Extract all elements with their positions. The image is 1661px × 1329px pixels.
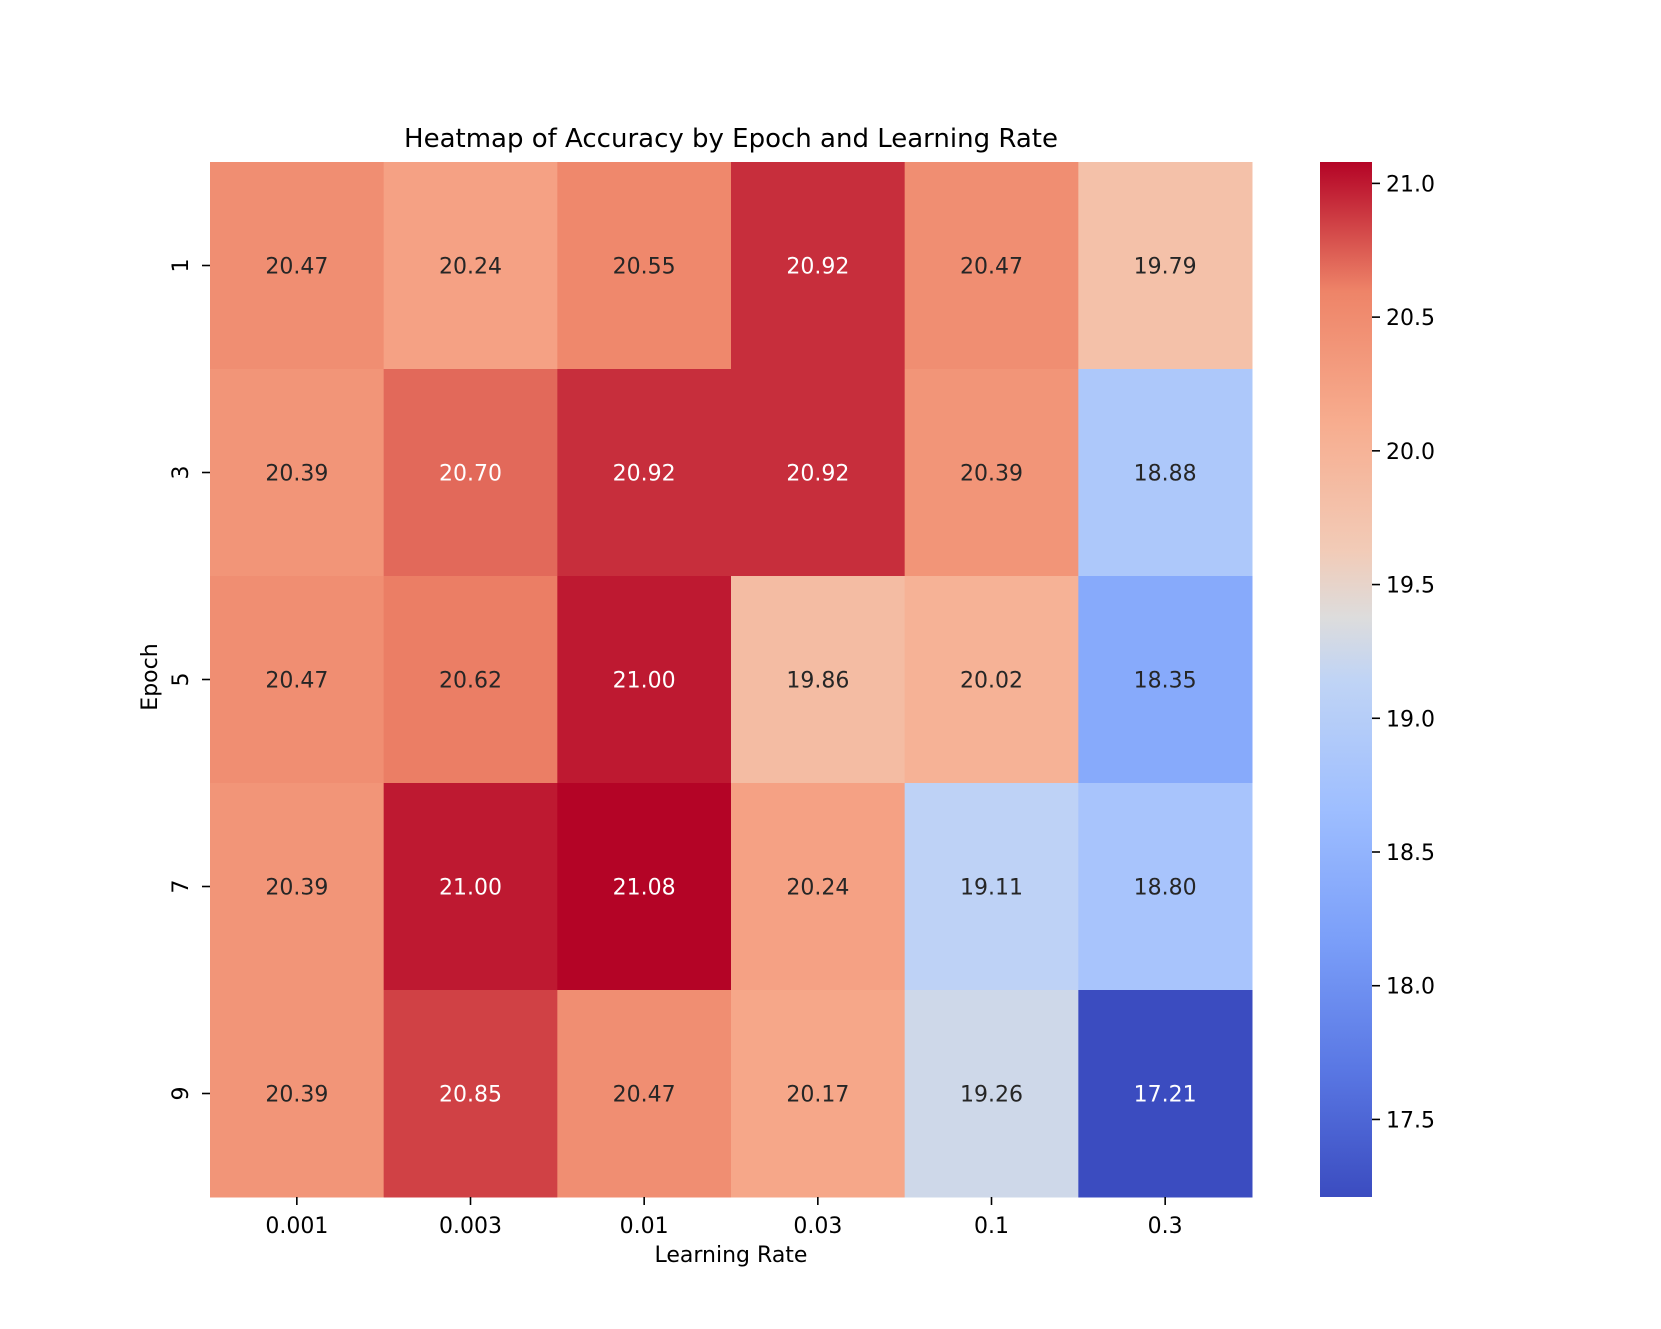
heatmap-cell xyxy=(1078,576,1253,784)
heatmap-cell xyxy=(210,369,385,577)
heatmap-cell xyxy=(383,783,558,991)
heatmap-cell xyxy=(557,576,732,784)
heatmap-cell xyxy=(904,162,1079,370)
x-tick-label: 0.1 xyxy=(974,1214,1009,1239)
heatmap-cell xyxy=(904,576,1079,784)
heatmap-cell xyxy=(383,990,558,1198)
y-tick-label: 1 xyxy=(169,259,194,273)
colorbar-ticks: 17.5 18.0 18.5 19.0 19.5 20.0 20.5 21.0 xyxy=(1372,172,1435,1133)
heatmap-cell xyxy=(210,990,385,1198)
cell-value-label: 20.39 xyxy=(265,462,328,487)
cell-value-label: 18.80 xyxy=(1134,876,1197,901)
heatmap-cell xyxy=(557,162,732,370)
cell-value-label: 19.11 xyxy=(960,876,1023,901)
heatmap-cell xyxy=(904,369,1079,577)
cell-value-label: 20.39 xyxy=(265,876,328,901)
cell-value-label: 21.00 xyxy=(613,669,676,694)
heatmap-cell xyxy=(210,783,385,991)
heatmap-cell-labels: 20.47 20.24 20.55 20.92 20.47 19.79 20.39 20.70… xyxy=(265,255,1196,1108)
heatmap-cell xyxy=(904,783,1079,991)
colorbar-tick-label: 20.5 xyxy=(1386,306,1435,331)
cell-value-label: 20.70 xyxy=(439,462,502,487)
heatmap-cell xyxy=(1078,162,1253,370)
colorbar-tick-label: 21.0 xyxy=(1386,172,1435,197)
cell-value-label: 20.47 xyxy=(613,1083,676,1108)
cell-value-label: 20.17 xyxy=(786,1083,849,1108)
cell-value-label: 19.79 xyxy=(1134,255,1197,280)
cell-value-label: 20.24 xyxy=(786,876,849,901)
cell-value-label: 18.35 xyxy=(1134,669,1197,694)
cell-value-label: 20.39 xyxy=(265,1083,328,1108)
heatmap-cell xyxy=(210,576,385,784)
colorbar-tick-label: 20.0 xyxy=(1386,440,1435,465)
heatmap-cell xyxy=(557,369,732,577)
cell-value-label: 20.47 xyxy=(265,669,328,694)
heatmap-cell xyxy=(731,990,906,1198)
heatmap-cell xyxy=(904,990,1079,1198)
x-tick-label: 0.001 xyxy=(265,1214,328,1239)
heatmap-cell xyxy=(383,576,558,784)
heatmap-cell xyxy=(1078,783,1253,991)
cell-value-label: 20.85 xyxy=(439,1083,502,1108)
y-tick-label: 9 xyxy=(169,1087,194,1101)
colorbar-tick-label: 18.5 xyxy=(1386,841,1435,866)
x-tick-label: 0.01 xyxy=(620,1214,669,1239)
y-axis-ticks: 1 3 5 7 9 xyxy=(169,259,210,1101)
heatmap-cell xyxy=(383,369,558,577)
y-tick-label: 3 xyxy=(169,466,194,480)
cell-value-label: 21.00 xyxy=(439,876,502,901)
cell-value-label: 20.62 xyxy=(439,669,502,694)
x-tick-label: 0.3 xyxy=(1148,1214,1183,1239)
y-tick-label: 7 xyxy=(169,880,194,894)
cell-value-label: 20.47 xyxy=(265,255,328,280)
cell-value-label: 19.26 xyxy=(960,1083,1023,1108)
cell-value-label: 17.21 xyxy=(1134,1083,1197,1108)
heatmap-cells xyxy=(210,162,1253,1198)
heatmap-cell xyxy=(731,576,906,784)
cell-value-label: 20.39 xyxy=(960,462,1023,487)
heatmap-cell xyxy=(383,162,558,370)
cell-value-label: 21.08 xyxy=(613,876,676,901)
cell-value-label: 20.92 xyxy=(786,255,849,280)
cell-value-label: 19.86 xyxy=(786,669,849,694)
heatmap-cell xyxy=(731,783,906,991)
heatmap-cell xyxy=(1078,369,1253,577)
cell-value-label: 20.92 xyxy=(613,462,676,487)
x-axis-label: Learning Rate xyxy=(655,1243,808,1268)
heatmap-cell xyxy=(731,162,906,370)
colorbar-tick-label: 18.0 xyxy=(1386,975,1435,1000)
cell-value-label: 20.24 xyxy=(439,255,502,280)
cell-value-label: 20.47 xyxy=(960,255,1023,280)
heatmap-cell xyxy=(557,783,732,991)
y-axis-label: Epoch xyxy=(138,643,163,710)
cell-value-label: 18.88 xyxy=(1134,462,1197,487)
colorbar-tick-label: 19.5 xyxy=(1386,574,1435,599)
colorbar-tick-label: 17.5 xyxy=(1386,1108,1435,1133)
x-axis-ticks: 0.001 0.003 0.01 0.03 0.1 0.3 xyxy=(265,1197,1183,1239)
heatmap-cell xyxy=(731,369,906,577)
cell-value-label: 20.02 xyxy=(960,669,1023,694)
y-tick-label: 5 xyxy=(169,673,194,687)
cell-value-label: 20.92 xyxy=(786,462,849,487)
colorbar xyxy=(1320,162,1372,1197)
colorbar-tick-label: 19.0 xyxy=(1386,707,1435,732)
heatmap-cell xyxy=(1078,990,1253,1198)
x-tick-label: 0.003 xyxy=(439,1214,502,1239)
chart-title: Heatmap of Accuracy by Epoch and Learnin… xyxy=(404,124,1058,154)
cell-value-label: 20.55 xyxy=(613,255,676,280)
heatmap-cell xyxy=(557,990,732,1198)
heatmap-cell xyxy=(210,162,385,370)
x-tick-label: 0.03 xyxy=(793,1214,842,1239)
